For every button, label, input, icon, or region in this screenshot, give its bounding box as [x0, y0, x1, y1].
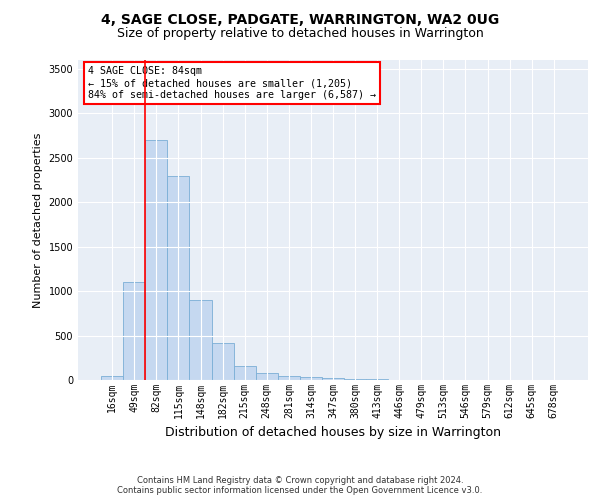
Bar — [101, 376, 123, 380]
Bar — [322, 378, 344, 380]
X-axis label: Distribution of detached houses by size in Warrington: Distribution of detached houses by size … — [165, 426, 501, 440]
Bar — [344, 379, 366, 380]
Text: 4 SAGE CLOSE: 84sqm
← 15% of detached houses are smaller (1,205)
84% of semi-det: 4 SAGE CLOSE: 84sqm ← 15% of detached ho… — [88, 66, 376, 100]
Bar — [123, 282, 145, 380]
Bar — [256, 373, 278, 380]
Bar — [278, 376, 300, 380]
Bar — [190, 300, 212, 380]
Bar — [233, 366, 256, 380]
Text: Contains HM Land Registry data © Crown copyright and database right 2024.
Contai: Contains HM Land Registry data © Crown c… — [118, 476, 482, 495]
Text: Size of property relative to detached houses in Warrington: Size of property relative to detached ho… — [116, 28, 484, 40]
Bar — [167, 176, 190, 380]
Text: 4, SAGE CLOSE, PADGATE, WARRINGTON, WA2 0UG: 4, SAGE CLOSE, PADGATE, WARRINGTON, WA2 … — [101, 12, 499, 26]
Bar — [300, 377, 322, 380]
Bar — [212, 342, 233, 380]
Bar — [145, 140, 167, 380]
Y-axis label: Number of detached properties: Number of detached properties — [33, 132, 43, 308]
